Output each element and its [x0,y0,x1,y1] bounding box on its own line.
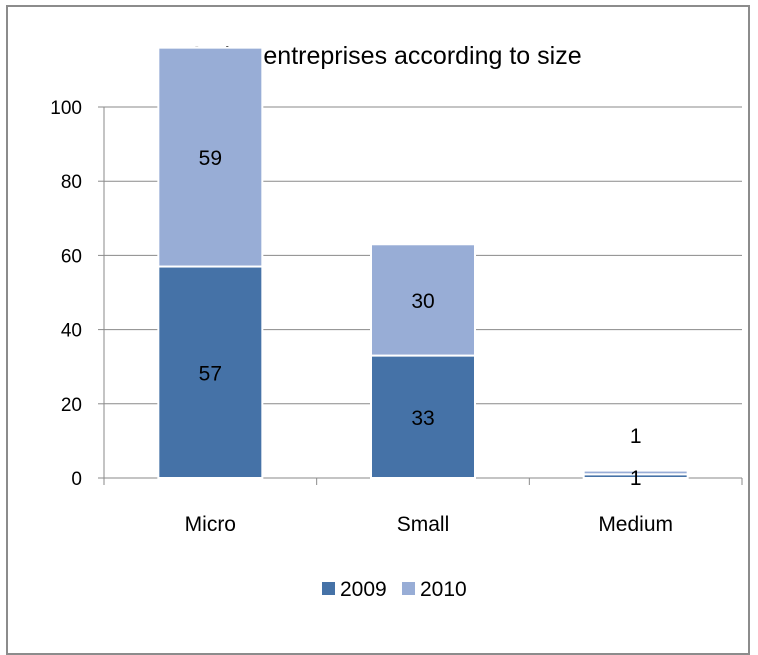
y-tick-label: 80 [61,172,82,193]
legend-swatch-2009 [322,582,335,595]
x-tick-label: Small [397,513,450,536]
x-tick-label: Medium [598,513,673,536]
data-label: 1 [630,425,642,448]
data-label: 59 [199,147,222,170]
bar-2010-small [370,243,476,357]
legend: 2009 2010 [322,578,467,601]
y-tick-label: 0 [71,469,82,490]
legend-label-2009: 2009 [340,578,387,601]
y-tick-label: 100 [50,98,82,119]
bars [157,46,689,480]
y-tick-label: 60 [61,246,82,267]
bar-2009-micro [157,265,264,479]
legend-swatch-2010 [402,582,415,595]
data-label: 1 [630,467,642,490]
data-labels: 57 59 33 30 1 1 [199,147,642,490]
data-label: 33 [411,407,434,430]
data-label: 30 [411,290,434,313]
bar-2010-medium [582,469,689,476]
bar-2010-micro [157,46,264,268]
legend-label-2010: 2010 [420,578,467,601]
chart: Active entreprises according to size 020… [50,42,743,601]
data-label: 57 [199,362,222,385]
y-tick-label: 40 [61,321,82,342]
x-tick-label: Micro [185,513,236,536]
y-tick-label: 20 [61,395,82,416]
